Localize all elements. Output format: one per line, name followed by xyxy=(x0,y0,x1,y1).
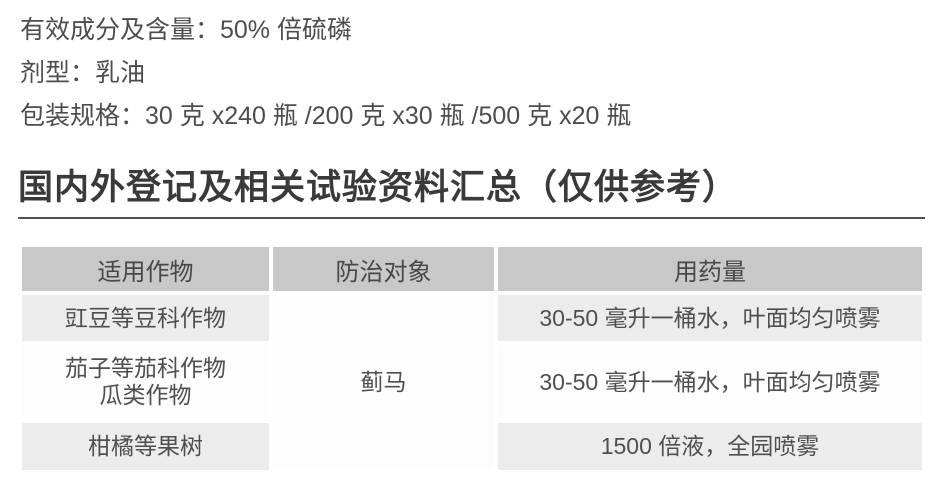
table-header-crop: 适用作物 xyxy=(22,247,269,291)
table-cell-dosage-row2: 30-50 毫升一桶水，叶面均匀喷雾 xyxy=(498,345,922,419)
table-cell-crop-row2-line1: 茄子等茄科作物 xyxy=(65,355,226,381)
info-line-formulation: 剂型：乳油 xyxy=(20,59,146,87)
table-header-dosage: 用药量 xyxy=(498,247,922,291)
table-cell-crop-row3: 柑橘等果树 xyxy=(22,423,269,470)
table-cell-crop-row2: 茄子等茄科作物 瓜类作物 xyxy=(22,345,269,419)
section-title: 国内外登记及相关试验资料汇总（仅供参考） xyxy=(18,168,739,207)
section-title-divider xyxy=(18,217,925,219)
table-header-pest: 防治对象 xyxy=(273,247,494,291)
table-cell-crop-row2-line2: 瓜类作物 xyxy=(99,382,192,408)
info-line-active-ingredient: 有效成分及含量：50% 倍硫磷 xyxy=(20,16,352,44)
table-cell-crop-row1: 豇豆等豆科作物 xyxy=(22,295,269,341)
table-cell-pest-merged: 蓟马 xyxy=(273,295,494,470)
info-line-packaging: 包装规格：30 克 x240 瓶 /200 克 x30 瓶 /500 克 x20… xyxy=(20,102,632,130)
usage-table: 适用作物 防治对象 用药量 豇豆等豆科作物 蓟马 30-50 毫升一桶水，叶面均… xyxy=(22,247,922,470)
product-info: 有效成分及含量：50% 倍硫磷 剂型：乳油 包装规格：30 克 x240 瓶 /… xyxy=(20,9,631,138)
table-cell-dosage-row3: 1500 倍液，全园喷雾 xyxy=(498,423,922,470)
table-cell-dosage-row1: 30-50 毫升一桶水，叶面均匀喷雾 xyxy=(498,295,922,341)
